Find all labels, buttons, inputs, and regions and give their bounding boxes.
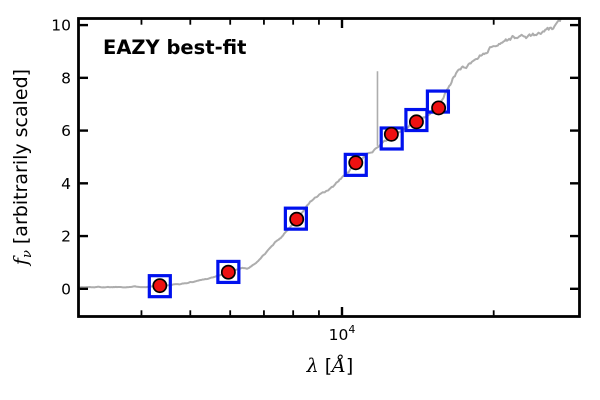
y-tick-label: 2 [61,228,71,246]
y-tick-label: 0 [61,280,71,298]
annotation-eazy-best-fit: EAZY best-fit [103,36,246,59]
observed-photometry-point [383,126,399,142]
model-photometry-marker [147,274,172,299]
lambda-symbol: λ [306,355,319,377]
angstrom-symbol: Å [330,355,346,377]
observed-photometry-point [152,278,168,294]
tick-label-layer: 0 2 4 6 8 10 104 [51,17,355,344]
nu-subscript: ν [20,250,35,258]
axis-tick-layer [79,19,579,316]
y-tick-label: 8 [61,69,71,87]
plot-frame [77,17,581,318]
model-photometry-marker [283,206,308,231]
observed-photometry-point [220,264,236,280]
y-tick-label: 10 [51,17,71,35]
observed-photometry-point [431,100,447,116]
model-photometry-marker [343,152,368,177]
observed-photometry-point [348,155,364,171]
model-photometry-marker [216,259,241,285]
fnu-symbol: f [10,255,32,267]
observed-photometry-point [289,211,305,227]
plot-frame-layer [77,17,581,318]
photometry-marker-layer [147,89,451,299]
y-tick-label: 4 [61,175,71,193]
model-photometry-marker [404,107,429,133]
x-major-tick-label: 104 [329,323,356,344]
y-axis-label: fν [arbitrarily scaled] [10,69,35,267]
observed-photometry-point [408,114,424,130]
y-tick-label: 6 [61,122,71,140]
x-axis-label: λ [Å] [306,355,354,377]
